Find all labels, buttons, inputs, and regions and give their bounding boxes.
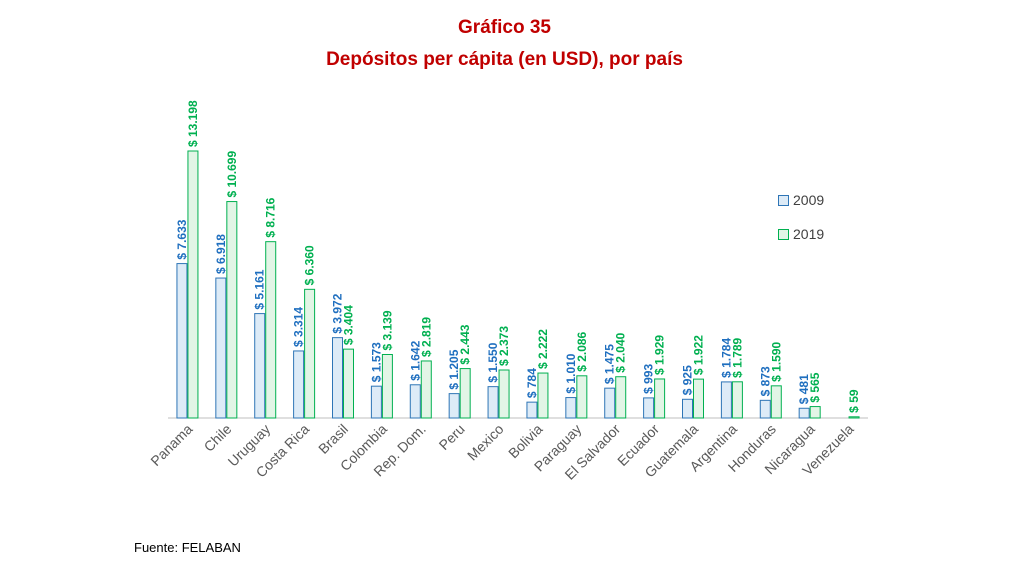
data-label-2019-13: $ 1.922 <box>692 335 706 375</box>
legend-label-2019: 2019 <box>793 226 825 242</box>
data-label-2009-2: $ 5.161 <box>253 269 267 309</box>
data-label-2009-5: $ 1.573 <box>369 342 383 382</box>
category-label-8: Mexico <box>464 421 507 464</box>
bar-2019-3 <box>304 288 316 419</box>
bar-2009-13 <box>682 398 693 419</box>
bar-2019-17 <box>848 416 860 419</box>
bar-2019-8 <box>498 369 510 419</box>
data-label-2019-17: $ 59 <box>847 389 861 413</box>
category-label-0: Panama <box>147 421 195 469</box>
data-label-2019-16: $ 565 <box>808 372 822 402</box>
source-note: Fuente: FELABAN <box>134 540 241 555</box>
bar-2019-5 <box>381 353 393 419</box>
bar-2009-5 <box>370 385 382 419</box>
bar-2009-10 <box>565 397 577 419</box>
data-label-2019-3: $ 6.360 <box>303 245 317 285</box>
bar-2009-6 <box>409 384 421 419</box>
data-label-2009-15: $ 873 <box>758 366 772 396</box>
data-label-2019-9: $ 2.222 <box>536 329 550 369</box>
chart-subtitle: Depósitos per cápita (en USD), por país <box>326 49 683 70</box>
data-label-2009-10: $ 1.010 <box>564 353 578 393</box>
data-label-2019-5: $ 3.139 <box>380 310 394 350</box>
bar-2019-2 <box>265 241 277 419</box>
bar-2009-16 <box>798 407 810 419</box>
bar-2019-0 <box>187 150 199 419</box>
data-label-2019-8: $ 2.373 <box>497 326 511 366</box>
bar-2009-12 <box>643 397 655 419</box>
data-label-2019-0: $ 13.198 <box>186 100 200 147</box>
bar-2009-3 <box>293 350 305 419</box>
data-label-2009-6: $ 1.642 <box>408 340 422 380</box>
bar-2019-4 <box>343 348 354 419</box>
data-label-2019-2: $ 8.716 <box>264 197 278 237</box>
data-label-2019-12: $ 1.929 <box>653 335 667 375</box>
bar-2019-14 <box>731 381 743 419</box>
data-label-2009-13: $ 925 <box>681 365 695 395</box>
data-label-2019-10: $ 2.086 <box>575 331 589 371</box>
data-label-2019-7: $ 2.443 <box>458 324 472 364</box>
data-label-2009-3: $ 3.314 <box>292 307 306 347</box>
legend-item-2019: 2019 <box>778 226 824 242</box>
bar-2009-11 <box>604 387 616 419</box>
data-label-2009-12: $ 993 <box>642 364 656 394</box>
bar-2019-15 <box>770 385 782 419</box>
data-label-2009-0: $ 7.633 <box>175 219 189 259</box>
data-label-2019-11: $ 2.040 <box>614 332 628 372</box>
data-label-2009-1: $ 6.918 <box>214 234 228 274</box>
legend-swatch-2009 <box>778 194 789 206</box>
bar-2019-7 <box>459 368 471 419</box>
bar-2019-10 <box>576 375 588 419</box>
bar-2009-14 <box>720 381 732 419</box>
data-label-2019-4: $ 3.404 <box>342 305 356 345</box>
chart-title: Gráfico 35 <box>458 17 551 38</box>
data-label-2009-14: $ 1.784 <box>719 338 733 378</box>
data-label-2009-16: $ 481 <box>797 374 811 404</box>
bar-2019-16 <box>809 406 821 419</box>
bar-2009-7 <box>448 393 460 419</box>
bar-2009-15 <box>759 399 771 419</box>
bar-2019-6 <box>420 360 432 419</box>
bar-2009-0 <box>176 263 188 419</box>
data-label-2009-4: $ 3.972 <box>331 293 345 333</box>
legend-item-2009: 2009 <box>778 192 824 208</box>
bar-2019-9 <box>537 372 549 419</box>
data-label-2009-9: $ 784 <box>525 368 539 398</box>
bar-2019-11 <box>615 376 627 419</box>
bar-2009-9 <box>526 401 538 419</box>
bar-2009-4 <box>332 337 343 419</box>
bar-2009-8 <box>487 386 499 419</box>
data-label-2009-11: $ 1.475 <box>603 344 617 384</box>
data-label-2009-8: $ 1.550 <box>486 342 500 382</box>
legend-swatch-2019 <box>778 228 789 240</box>
legend-label-2009: 2009 <box>793 192 825 208</box>
category-label-4: Brasil <box>315 421 351 457</box>
bar-2019-12 <box>654 378 666 419</box>
data-label-2019-15: $ 1.590 <box>769 341 783 381</box>
bar-2009-1 <box>215 277 227 419</box>
data-label-2019-6: $ 2.819 <box>419 317 433 357</box>
bar-2019-13 <box>693 378 704 419</box>
bar-2019-1 <box>226 201 238 419</box>
category-label-7: Peru <box>436 421 468 453</box>
data-label-2019-14: $ 1.789 <box>730 337 744 377</box>
data-label-2019-1: $ 10.699 <box>225 151 239 198</box>
data-label-2009-7: $ 1.205 <box>447 349 461 389</box>
category-label-1: Chile <box>201 421 235 455</box>
bar-2009-2 <box>254 313 266 419</box>
